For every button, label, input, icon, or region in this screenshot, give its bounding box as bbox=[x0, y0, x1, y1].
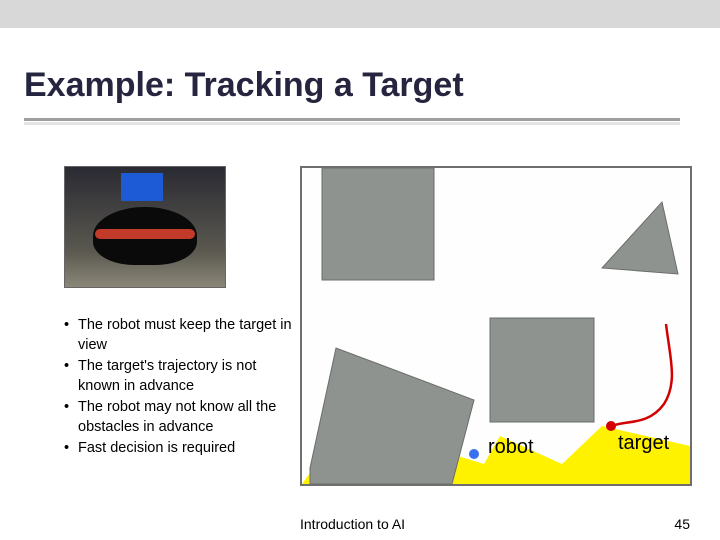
obstacle-mid-rect bbox=[490, 318, 594, 422]
slide-title: Example: Tracking a Target bbox=[24, 66, 464, 105]
tracking-diagram: robot target bbox=[300, 166, 692, 486]
robot-camera-shape bbox=[121, 173, 163, 201]
target-label: target bbox=[618, 432, 669, 455]
list-item: Fast decision is required bbox=[64, 439, 298, 459]
window-chrome-bar bbox=[0, 0, 720, 28]
robot-photo-placeholder bbox=[64, 166, 226, 288]
target-marker bbox=[606, 421, 616, 431]
title-underline bbox=[24, 118, 680, 121]
bullet-list: The robot must keep the target in view T… bbox=[48, 316, 298, 461]
obstacle-triangle bbox=[602, 202, 678, 274]
robot-band-shape bbox=[95, 229, 195, 239]
footer-course-title: Introduction to AI bbox=[300, 516, 405, 532]
list-item: The robot may not know all the obstacles… bbox=[64, 398, 298, 437]
obstacle-big-quad bbox=[310, 348, 474, 484]
footer-page-number: 45 bbox=[674, 516, 690, 532]
robot-label: robot bbox=[488, 436, 534, 459]
target-trajectory bbox=[612, 324, 672, 426]
list-item: The target's trajectory is not known in … bbox=[64, 357, 298, 396]
list-item: The robot must keep the target in view bbox=[64, 316, 298, 355]
obstacle-top-rect bbox=[322, 168, 434, 280]
robot-marker bbox=[469, 449, 479, 459]
